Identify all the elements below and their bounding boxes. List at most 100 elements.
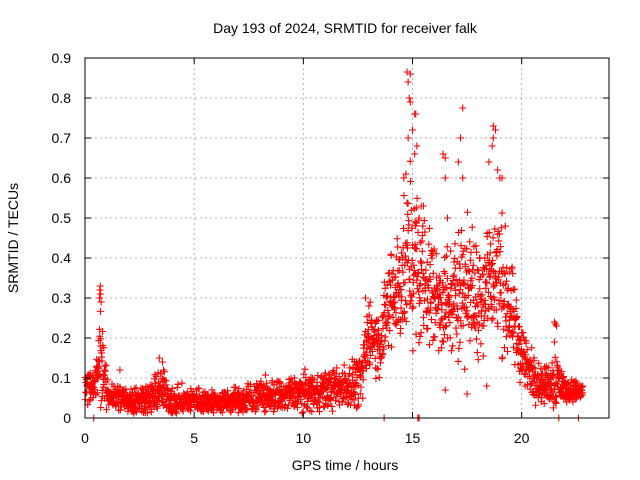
data-point	[425, 284, 433, 292]
data-point	[260, 403, 268, 411]
data-point	[457, 227, 465, 235]
data-point	[489, 256, 497, 264]
data-point	[553, 380, 561, 388]
data-point	[486, 293, 494, 301]
data-point	[400, 308, 408, 316]
data-point	[497, 297, 505, 305]
data-point	[476, 285, 484, 293]
data-point	[493, 252, 501, 260]
data-point	[362, 349, 370, 357]
data-point	[97, 290, 105, 298]
data-point	[426, 306, 434, 314]
data-point	[360, 341, 368, 349]
data-point	[448, 281, 456, 289]
data-point	[432, 309, 440, 317]
data-point	[463, 245, 471, 253]
y-tick-label: 0.6	[52, 170, 72, 186]
data-point	[408, 224, 416, 232]
data-point	[361, 331, 369, 339]
data-point	[433, 304, 441, 312]
data-point	[443, 243, 451, 251]
data-point	[420, 217, 428, 225]
data-point	[495, 237, 503, 245]
data-point	[551, 353, 559, 361]
x-tick-label: 10	[296, 430, 312, 446]
data-point	[218, 408, 226, 416]
data-point	[267, 403, 275, 411]
data-point	[284, 401, 292, 409]
data-point	[513, 314, 521, 322]
data-point	[195, 385, 203, 393]
data-point	[97, 335, 105, 343]
data-point	[157, 370, 165, 378]
data-point	[507, 265, 515, 273]
data-point	[498, 209, 506, 217]
data-point	[401, 279, 409, 287]
data-point	[503, 277, 511, 285]
data-point	[522, 339, 530, 347]
data-point	[519, 329, 527, 337]
data-point	[85, 397, 93, 405]
data-point	[362, 365, 370, 373]
data-point	[351, 379, 359, 387]
data-point	[357, 383, 365, 391]
data-point	[443, 274, 451, 282]
data-point	[522, 351, 530, 359]
data-point	[535, 359, 543, 367]
data-point	[511, 285, 519, 293]
data-point	[405, 94, 413, 102]
data-point	[383, 319, 391, 327]
data-point	[354, 403, 362, 411]
data-point	[426, 275, 434, 283]
data-point	[578, 383, 586, 391]
data-point	[508, 263, 516, 271]
y-tick-label: 0	[63, 410, 71, 426]
data-point	[526, 356, 534, 364]
data-point	[104, 376, 112, 384]
data-point	[412, 330, 420, 338]
data-point	[271, 405, 279, 413]
data-point	[391, 305, 399, 313]
data-point	[443, 284, 451, 292]
data-point	[419, 222, 427, 230]
data-point	[375, 346, 383, 354]
data-point	[131, 402, 139, 410]
data-point	[287, 375, 295, 383]
data-point	[490, 296, 498, 304]
y-tick-label: 0.3	[52, 290, 72, 306]
data-point	[459, 321, 467, 329]
data-point	[459, 104, 467, 112]
data-point	[548, 372, 556, 380]
data-point	[392, 309, 400, 317]
data-point	[354, 401, 362, 409]
data-point	[499, 263, 507, 271]
data-point	[283, 404, 291, 412]
data-point	[532, 401, 540, 409]
data-point	[254, 402, 262, 410]
data-point	[127, 385, 135, 393]
data-point	[95, 294, 103, 302]
y-tick-label: 0.1	[52, 370, 72, 386]
data-point	[437, 344, 445, 352]
data-point	[173, 384, 181, 392]
data-point	[411, 150, 419, 158]
data-point	[381, 284, 389, 292]
data-point	[365, 302, 373, 310]
data-point	[479, 352, 487, 360]
data-point	[416, 239, 424, 247]
data-point	[369, 347, 377, 355]
data-point	[160, 366, 168, 374]
data-point	[399, 268, 407, 276]
data-point	[485, 288, 493, 296]
data-point	[96, 342, 104, 350]
data-point	[427, 298, 435, 306]
data-point	[479, 271, 487, 279]
data-point	[491, 126, 499, 134]
data-point	[473, 248, 481, 256]
data-point	[411, 218, 419, 226]
data-point	[450, 271, 458, 279]
data-point	[393, 235, 401, 243]
data-point	[472, 313, 480, 321]
data-point	[168, 385, 176, 393]
data-point	[495, 300, 503, 308]
